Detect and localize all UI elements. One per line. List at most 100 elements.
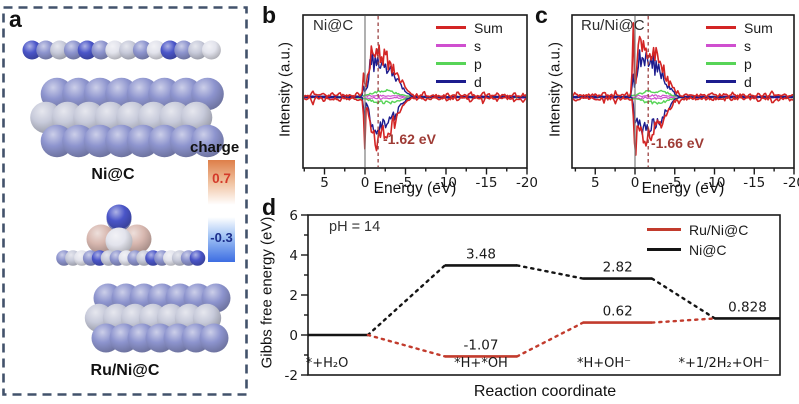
legend-item-ru-ni-c: Ru/Ni@C	[647, 222, 748, 237]
legend-line	[436, 80, 466, 83]
legend-label: Sum	[474, 19, 503, 36]
y-tick-label: 2	[289, 288, 298, 304]
atom	[91, 40, 111, 60]
reaction-step-label: *H+OH⁻	[577, 356, 631, 371]
y-tick-label: 6	[289, 208, 298, 224]
legend-panel-d: Ru/Ni@C Ni@C	[647, 222, 748, 257]
dotted-connector	[515, 321, 585, 358]
energy-value-label: 2.82	[603, 260, 633, 276]
y-tick-label: -2	[285, 368, 298, 384]
x-tick-label: 0	[361, 175, 370, 191]
ph-note: pH = 14	[329, 219, 381, 235]
legend-label: Ru/Ni@C	[689, 221, 749, 238]
dos-d-curve	[304, 96, 526, 135]
dotted-connector	[650, 317, 717, 324]
panel-a-structures	[2, 6, 248, 396]
reaction-step-label: *+1/2H₂+OH⁻	[678, 356, 769, 371]
dotted-connector	[366, 264, 447, 337]
atom	[36, 40, 56, 60]
dos-d-curve	[573, 96, 793, 135]
y-tick-label: 4	[289, 248, 298, 264]
legend-item-sum: Sum	[436, 20, 503, 35]
legend-label: d	[474, 73, 482, 90]
panel-a-dashed-border	[2, 6, 248, 396]
atom	[160, 40, 180, 60]
legend-item-s: s	[436, 38, 503, 53]
plot-frame-b	[302, 14, 528, 169]
dos-curves-c	[573, 16, 793, 167]
panel-c-ylabel: Intensity (a.u.)	[546, 41, 564, 138]
colorbar-title: charge	[190, 139, 240, 156]
legend-label: Ni@C	[689, 241, 727, 258]
panel-b-title: Ni@C	[313, 17, 354, 34]
legend-label: s	[744, 37, 751, 54]
energy-value-label: 0.828	[728, 299, 767, 315]
atom	[146, 40, 166, 60]
atom	[63, 40, 83, 60]
atom	[105, 40, 125, 60]
energy-value-label: -1.07	[464, 337, 499, 353]
panel-c-xlabel: Energy (eV)	[641, 180, 725, 197]
atom	[174, 40, 194, 60]
panel-c-letter: c	[535, 2, 548, 28]
panel-b-ylabel: Intensity (a.u.)	[276, 41, 294, 138]
charge-colorbar	[208, 160, 235, 262]
colorbar-min-label: -0.3	[210, 230, 233, 245]
x-tick-label: -20	[516, 175, 538, 191]
plot-frame-c	[571, 14, 795, 169]
energy-value-label: 0.62	[603, 304, 633, 320]
x-tick-label: -15	[743, 175, 765, 191]
atom	[106, 204, 132, 230]
x-tick-label: -10	[435, 175, 457, 191]
dotted-connector	[366, 333, 447, 358]
legend-line	[706, 44, 736, 47]
x-tick-label: 5	[591, 175, 600, 191]
atom	[201, 40, 221, 60]
legend-item-d: d	[706, 74, 773, 89]
legend-label: d	[744, 73, 752, 90]
legend-line	[647, 228, 681, 231]
legend-label: Sum	[744, 19, 773, 36]
x-tick-label: -20	[783, 175, 799, 191]
x-tick-label: -10	[703, 175, 725, 191]
atom	[188, 40, 208, 60]
x-tick-label: 0	[631, 175, 640, 191]
panel-b-letter: b	[262, 2, 277, 28]
legend-label: s	[474, 37, 481, 54]
legend-item-s: s	[706, 38, 773, 53]
atom	[77, 40, 97, 60]
d-band-center-annotation-c: -1.66 eV	[651, 135, 704, 151]
legend-label: p	[474, 55, 482, 72]
legend-line	[706, 26, 736, 29]
dos-curves-b	[304, 16, 526, 167]
panel-d-letter: d	[262, 194, 277, 220]
colorbar-max-label: 0.7	[212, 171, 231, 186]
legend-label: p	[744, 55, 752, 72]
legend-item-sum: Sum	[706, 20, 773, 35]
legend-panel-c: Sum s p d	[706, 20, 773, 89]
panel-b-xlabel: Energy (eV)	[373, 180, 457, 197]
panel-d-ylabel: Gibbs free energy (eV)	[258, 216, 276, 369]
dotted-connector	[515, 264, 585, 280]
atom	[105, 227, 133, 255]
x-tick-label: -5	[399, 175, 412, 191]
dos-sum-curve	[304, 44, 526, 98]
dotted-connector	[650, 277, 717, 320]
x-tick-label: -15	[475, 175, 497, 191]
legend-line	[436, 44, 466, 47]
dos-sum-curve	[304, 96, 526, 152]
atom	[119, 40, 139, 60]
legend-line	[436, 62, 466, 65]
dos-sum-curve	[573, 22, 793, 98]
atom	[189, 250, 206, 266]
atom	[132, 40, 152, 60]
dos-sum-curve	[573, 96, 793, 156]
panel-d-xlabel: Reaction coordinate	[473, 383, 617, 400]
legend-item-p: p	[436, 56, 503, 71]
structure-label-nic: Ni@C	[91, 166, 135, 183]
legend-line	[706, 62, 736, 65]
atom	[191, 124, 224, 158]
x-tick-label: 5	[320, 175, 329, 191]
